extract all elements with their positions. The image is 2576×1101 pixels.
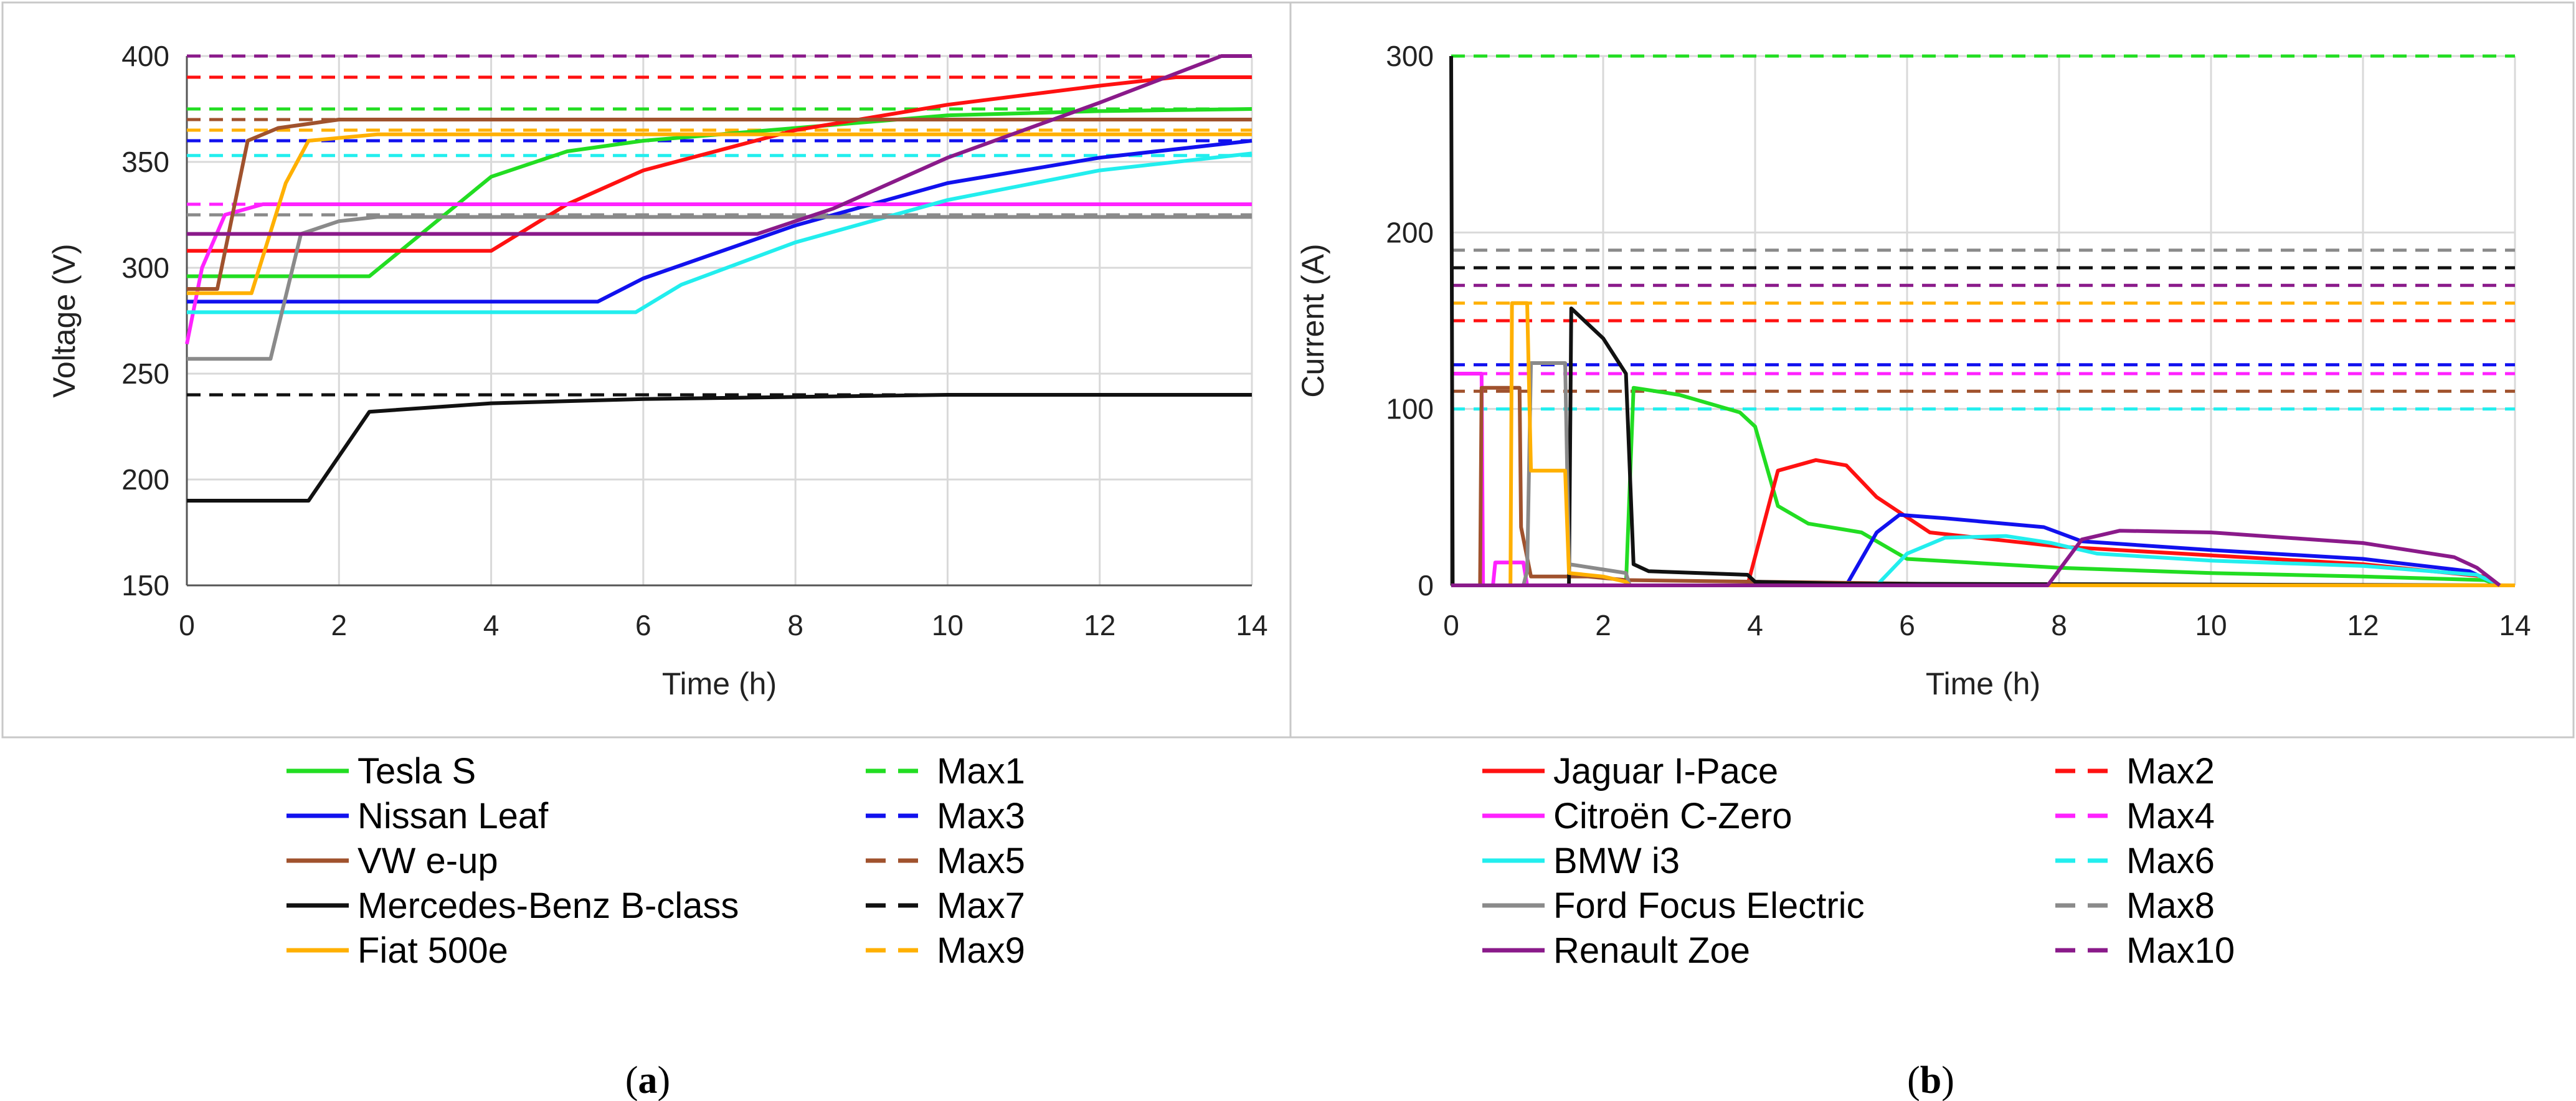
- x-tick-label: 4: [1747, 609, 1763, 641]
- series-citro-n-c-zero-panel-a: [185, 202, 1252, 344]
- x-axis-title: Time (h): [1926, 666, 2040, 701]
- series-nissan-leaf-panel-a: [187, 139, 1252, 304]
- series-bmw-i3-panel-a: [187, 151, 1252, 314]
- caption-a: (a): [625, 1059, 670, 1101]
- series-fiat-500e-panel-a: [187, 132, 1252, 295]
- caption-b-close: ): [1941, 1059, 1954, 1101]
- x-tick-label: 0: [1443, 609, 1459, 641]
- x-tick-label: 10: [2195, 609, 2227, 641]
- series-fiat-500e-panel-b: [1451, 301, 2515, 587]
- series-mercedes-benz-b-class-panel-a: [187, 393, 1252, 503]
- y-tick-label: 250: [121, 357, 169, 390]
- caption-a-letter: a: [638, 1059, 658, 1101]
- series-vw-e-up-panel-b: [1451, 385, 2515, 587]
- x-tick-label: 2: [1595, 609, 1611, 641]
- series-jaguar-i-pace-panel-a: [187, 75, 1252, 253]
- x-tick-label: 8: [787, 609, 803, 641]
- y-axis-title: Voltage (V): [47, 243, 82, 397]
- y-tick-label: 0: [1418, 569, 1434, 602]
- legend-label-max5: Max5: [937, 841, 1025, 881]
- series-vw-e-up-panel-a: [187, 118, 1252, 291]
- legend-label-citro-n-c-zero: Citroën C-Zero: [1553, 796, 1792, 836]
- series-citro-n-c-zero-panel-b: [1451, 372, 2515, 587]
- caption-b: (b): [1907, 1059, 1954, 1101]
- y-tick-label: 150: [121, 569, 169, 602]
- y-axis-title: Current (A): [1295, 243, 1330, 397]
- x-tick-label: 12: [2347, 609, 2379, 641]
- x-tick-label: 4: [483, 609, 500, 641]
- legend-label-max3: Max3: [937, 796, 1025, 836]
- series-tesla-s-panel-a: [187, 107, 1252, 278]
- legend-label-max6: Max6: [2126, 841, 2215, 881]
- y-tick-label: 400: [121, 40, 169, 72]
- legend-label-tesla-s: Tesla S: [358, 751, 476, 791]
- legend-label-nissan-leaf: Nissan Leaf: [358, 796, 549, 836]
- series-tesla-s-panel-b: [1451, 385, 2501, 587]
- legend: Tesla S Nissan Leaf VW e-up Mercedes-Benz B…: [286, 751, 2235, 971]
- x-axis-title: Time (h): [662, 666, 777, 701]
- x-tick-label: 12: [1084, 609, 1115, 641]
- legend-label-jaguar-i-pace: Jaguar I-Pace: [1553, 751, 1778, 791]
- series-ford-focus-electric-panel-a: [187, 215, 1252, 361]
- series-bmw-i3-panel-b: [1451, 534, 2501, 587]
- caption-b-letter: b: [1920, 1059, 1941, 1101]
- x-tick-label: 14: [1236, 609, 1267, 641]
- legend-label-vw-e-up: VW e-up: [358, 841, 498, 881]
- legend-label-max4: Max4: [2126, 796, 2215, 836]
- chart-panel-a: 0 2 4 6 8 10 12 14 150 200 250 300 350 400 Time (h) Vol…: [47, 40, 1268, 701]
- y-tick-label: 300: [121, 252, 169, 284]
- series-renault-zoe-panel-a: [187, 54, 1252, 236]
- legend-label-max8: Max8: [2126, 886, 2215, 926]
- x-tick-label: 0: [179, 609, 195, 641]
- caption-b-open: (: [1907, 1059, 1920, 1101]
- legend-label-max1: Max1: [937, 751, 1025, 791]
- x-tick-label: 2: [331, 609, 347, 641]
- legend-label-bmw-i3: BMW i3: [1553, 841, 1680, 881]
- legend-label-max9: Max9: [937, 930, 1025, 971]
- panel-b-frame: [1289, 1, 2575, 739]
- y-tick-label: 100: [1386, 393, 1434, 425]
- series-nissan-leaf-panel-b: [1451, 513, 2501, 587]
- legend-label-max2: Max2: [2126, 751, 2215, 791]
- chart-panel-b: 0 2 4 6 8 10 12 14 0 100 200 300 Time (h) Current (A): [1295, 40, 2531, 701]
- x-tick-label: 6: [1899, 609, 1915, 641]
- legend-label-ford-focus-electric: Ford Focus Electric: [1553, 886, 1865, 926]
- legend-label-fiat-500e: Fiat 500e: [358, 930, 508, 971]
- y-tick-label: 300: [1386, 40, 1434, 72]
- x-tick-label: 8: [2051, 609, 2067, 641]
- caption-a-open: (: [625, 1059, 638, 1101]
- y-tick-label: 200: [121, 463, 169, 496]
- x-tick-label: 10: [932, 609, 964, 641]
- legend-label-max10: Max10: [2126, 930, 2235, 971]
- legend-label-max7: Max7: [937, 886, 1025, 926]
- y-tick-label: 200: [1386, 216, 1434, 248]
- caption-a-close: ): [658, 1059, 671, 1101]
- x-tick-label: 14: [2499, 609, 2531, 641]
- series-ford-focus-electric-panel-b: [1451, 361, 2515, 587]
- legend-label-renault-zoe: Renault Zoe: [1553, 930, 1750, 971]
- y-tick-label: 350: [121, 146, 169, 178]
- x-tick-label: 6: [635, 609, 651, 641]
- series-renault-zoe-panel-b: [1451, 529, 2501, 587]
- legend-label-mercedes-benz-b-class: Mercedes-Benz B-class: [358, 886, 739, 926]
